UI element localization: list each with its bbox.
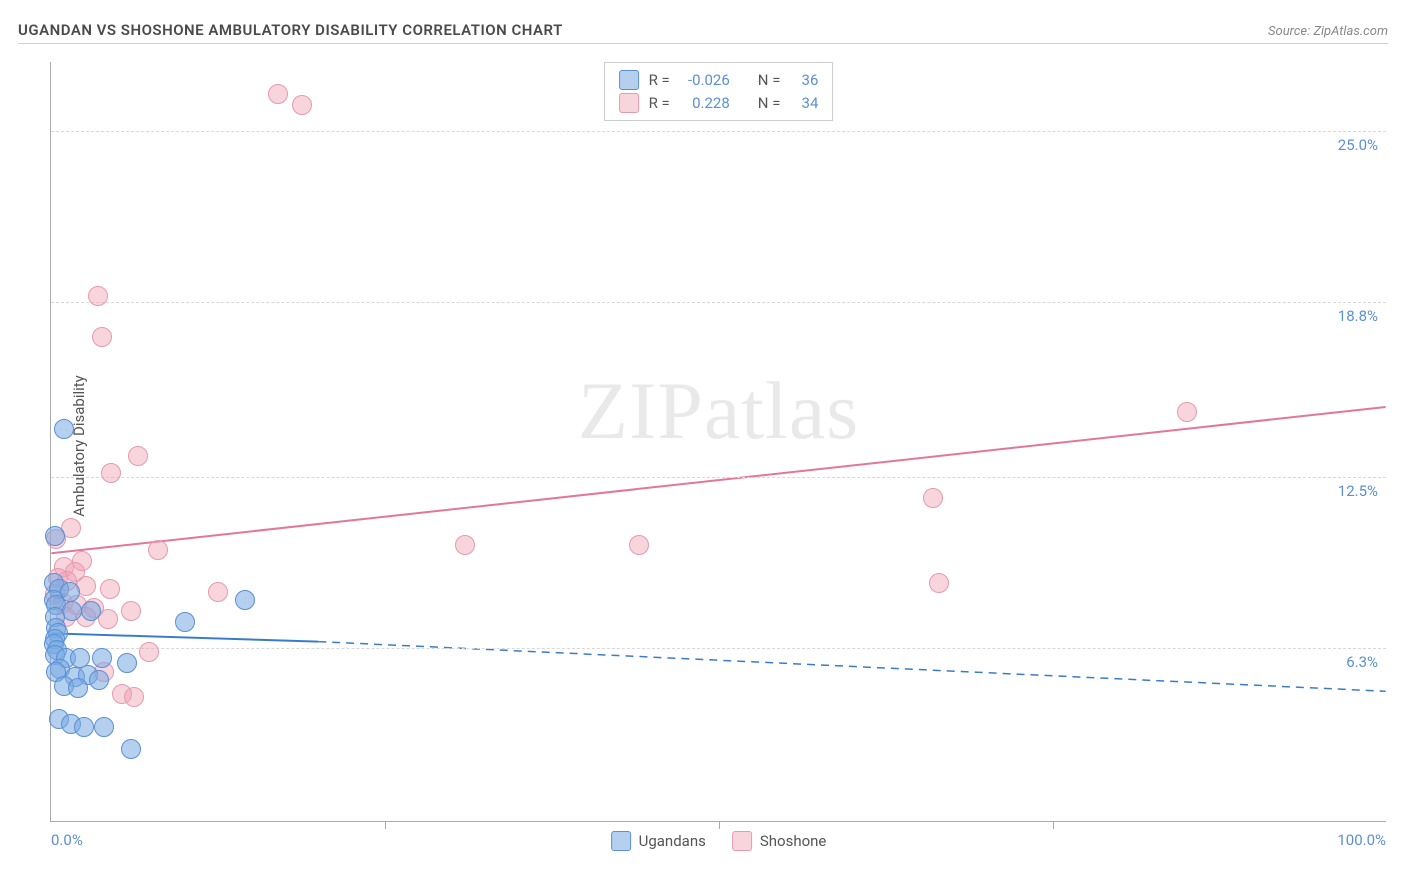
data-point-blue [74,717,94,737]
legend-stats-row-blue: R = -0.026 N = 36 [619,69,819,92]
y-tick-label: 12.5% [1338,482,1378,500]
data-point-pink [208,582,228,602]
legend-swatch-pink [619,93,639,113]
data-point-pink [148,540,168,560]
trendline [51,633,318,641]
legend-swatch-blue [619,70,639,90]
data-point-pink [98,609,118,629]
gridline [51,648,1386,649]
r-value-blue: -0.026 [680,69,730,92]
data-point-pink [629,535,649,555]
data-point-blue [117,653,137,673]
n-label: N = [758,69,781,92]
legend-stats: R = -0.026 N = 36 R = 0.228 N = 34 [604,62,834,121]
gridline [51,302,1386,303]
x-tick [1053,821,1054,829]
data-point-blue [92,648,112,668]
data-point-blue [68,678,88,698]
data-point-blue [89,670,109,690]
data-point-pink [139,642,159,662]
source-name: ZipAtlas.com [1313,24,1388,39]
data-point-pink [268,84,288,104]
data-point-blue [62,601,82,621]
n-label: N = [758,92,781,115]
r-label: R = [649,69,670,92]
data-point-pink [121,601,141,621]
trendline [51,407,1385,553]
x-tick-label: 100.0% [1337,831,1386,849]
data-point-blue [175,612,195,632]
trendline [318,642,1385,692]
x-tick [719,821,720,829]
legend-item-shoshone: Shoshone [732,831,827,851]
data-point-pink [455,535,475,555]
plot-area: ZIPatlas R = -0.026 N = 36 R = 0.228 N =… [50,62,1386,822]
data-point-blue [45,526,65,546]
legend-swatch-pink [732,831,752,851]
data-point-pink [128,446,148,466]
legend-item-ugandans: Ugandans [611,831,706,851]
source-attribution: Source: ZipAtlas.com [1268,24,1388,39]
n-value-pink: 34 [790,92,818,115]
data-point-blue [81,601,101,621]
legend-label-ugandans: Ugandans [639,832,706,850]
x-tick [385,821,386,829]
data-point-pink [100,579,120,599]
x-tick-label: 0.0% [51,831,83,849]
data-point-blue [235,590,255,610]
data-point-pink [923,488,943,508]
data-point-blue [121,739,141,759]
y-tick-label: 18.8% [1338,307,1378,325]
data-point-pink [101,463,121,483]
source-prefix: Source: [1268,24,1313,39]
header-bar: UGANDAN VS SHOSHONE AMBULATORY DISABILIT… [18,18,1388,44]
legend-label-shoshone: Shoshone [760,832,827,850]
data-point-pink [1177,402,1197,422]
data-point-pink [92,327,112,347]
data-point-pink [929,573,949,593]
n-value-blue: 36 [790,69,818,92]
legend-series: Ugandans Shoshone [611,831,827,851]
chart-title: UGANDAN VS SHOSHONE AMBULATORY DISABILIT… [18,21,563,39]
data-point-pink [292,95,312,115]
data-point-blue [94,717,114,737]
gridline [51,131,1386,132]
legend-swatch-blue [611,831,631,851]
y-tick-label: 6.3% [1346,653,1378,671]
data-point-blue [54,419,74,439]
data-point-pink [88,286,108,306]
r-value-pink: 0.228 [680,92,730,115]
legend-stats-row-pink: R = 0.228 N = 34 [619,92,819,115]
gridline [51,477,1386,478]
y-tick-label: 25.0% [1338,136,1378,154]
trendlines-layer [51,62,1386,821]
r-label: R = [649,92,670,115]
data-point-pink [124,687,144,707]
